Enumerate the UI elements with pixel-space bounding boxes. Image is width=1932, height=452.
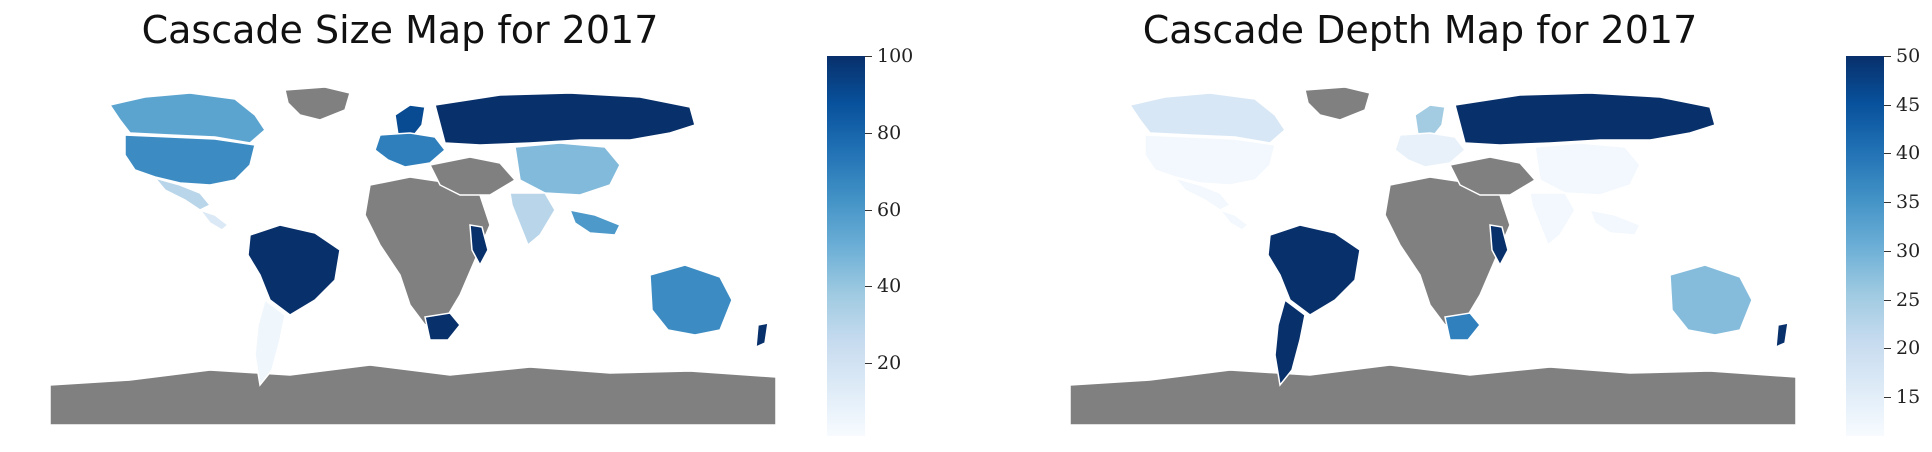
colorbar-tick-mark [1884,397,1891,399]
colorbar-tick-label: 50 [1896,45,1921,67]
colorbar-tick-mark [1884,56,1891,57]
depth-map-title: Cascade Depth Map for 2017 [1142,8,1698,52]
region-china [1534,142,1641,196]
region-central-america [197,208,230,231]
region-australia [649,264,733,336]
region-new-zealand [1775,322,1789,349]
colorbar-tick-mark [1884,202,1891,204]
colorbar-tick-mark [865,56,872,57]
region-antarctica [50,364,776,425]
region-africa [1384,176,1511,326]
size-map-title: Cascade Size Map for 2017 [141,8,659,52]
region-middle-east [1448,156,1537,196]
region-south-cone [254,298,286,387]
depth-map-panel: Cascade Depth Map for 2017 50 45 40 35 30 25 2… [1020,0,1932,452]
region-central-america [1217,208,1250,231]
colorbar-tick-mark [1884,104,1891,106]
region-canada [1128,92,1286,144]
region-europe [374,132,447,168]
colorbar-tick-mark [865,363,872,365]
colorbar-tick-mark [1884,348,1891,350]
colorbar-tick-label: 40 [1896,142,1921,165]
region-russia [434,92,696,146]
colorbar-tick-mark [1884,299,1891,301]
region-russia [1454,92,1716,146]
size-colorbar-ticks: 100 80 60 40 20 [865,45,925,436]
region-new-zealand [755,322,769,349]
region-se-asia [568,208,622,236]
depth-world-map [1070,86,1796,425]
region-india [1529,192,1576,247]
region-mexico [152,176,212,211]
region-china [514,142,621,196]
region-east-africa [1489,224,1509,267]
colorbar-tick-label: 25 [1896,288,1921,311]
region-australia [1669,264,1753,336]
region-south-africa [424,312,461,341]
colorbar-tick-mark [1884,250,1891,252]
size-colorbar [827,56,865,436]
region-brazil [247,224,341,316]
region-africa [364,176,491,326]
size-map-panel: Cascade Size Map for 2017 100 80 60 40 20 [50,8,925,436]
colorbar-tick-mark [865,132,872,134]
region-se-asia [1588,208,1642,236]
region-brazil [1267,224,1361,316]
region-middle-east [428,156,517,196]
colorbar-tick-label: 100 [877,45,914,67]
region-india [509,192,556,247]
colorbar-tick-label: 15 [1896,386,1921,409]
colorbar-tick-label: 40 [877,275,902,298]
region-east-africa [469,224,489,267]
depth-colorbar [1846,56,1884,436]
size-world-map [50,86,776,425]
depth-colorbar-ticks: 50 45 40 35 30 25 20 15 [1884,45,1932,436]
region-greenland [284,86,351,121]
region-usa [124,134,256,186]
colorbar-tick-mark [865,209,872,211]
colorbar-tick-label: 60 [877,198,902,221]
colorbar-tick-label: 80 [877,121,902,144]
region-usa [1144,134,1276,186]
region-antarctica [1070,364,1796,425]
colorbar-tick-label: 45 [1896,93,1921,116]
region-canada [108,92,266,144]
colorbar-tick-label: 20 [1896,337,1921,360]
colorbar-tick-mark [1884,153,1891,155]
region-greenland [1304,86,1371,121]
region-south-cone [1274,298,1306,387]
region-mexico [1172,176,1232,211]
colorbar-tick-label: 35 [1896,191,1921,214]
region-south-africa [1444,312,1481,341]
region-europe [1394,132,1467,168]
colorbar-tick-mark [865,286,872,288]
colorbar-tick-label: 20 [877,352,902,375]
colorbar-tick-label: 30 [1896,239,1921,262]
